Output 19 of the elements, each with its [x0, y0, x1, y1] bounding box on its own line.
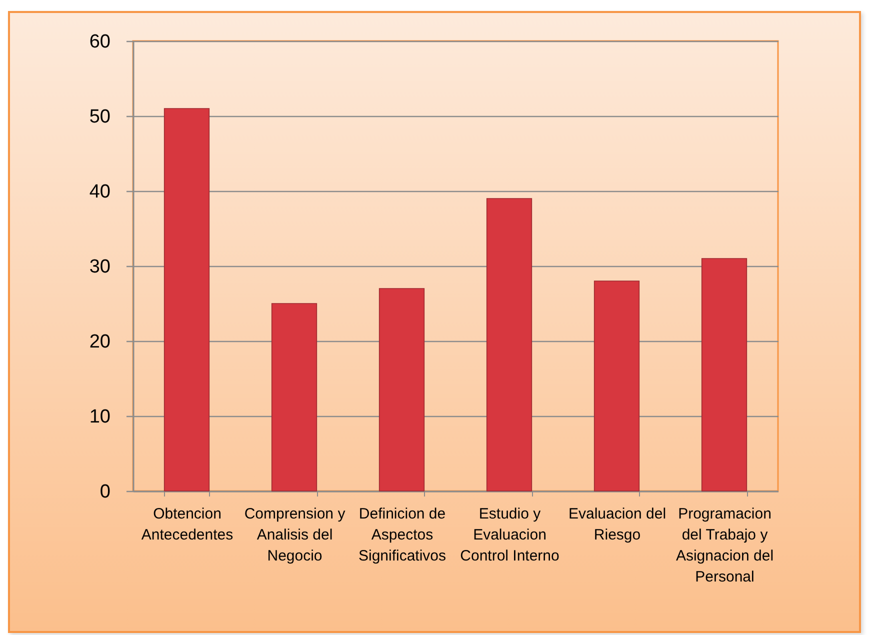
x-tick-label: Estudio y Evaluacion Control Interno	[460, 506, 560, 564]
y-tick-label: 40	[89, 182, 110, 202]
y-tick-label: 60	[89, 32, 110, 52]
x-tick-label: Comprension y Analisis del Negocio	[244, 506, 346, 564]
y-tick-label: 30	[89, 256, 110, 278]
bar	[594, 280, 640, 492]
y-tick-label: 0	[100, 482, 110, 502]
bar	[486, 198, 532, 492]
x-tick-label: Definicion de Aspectos Significativos	[358, 506, 446, 564]
bar	[378, 288, 425, 492]
y-tick-label: 20	[89, 332, 110, 352]
x-tick-label: Programacion del Trabajo y Asignacion del Personal	[676, 506, 774, 586]
x-tick-label: Evaluacion del Riesgo	[568, 506, 666, 544]
y-tick-label: 10	[89, 406, 110, 428]
x-tick-label: Obtencion Antecedentes	[141, 506, 234, 544]
bar	[701, 258, 748, 492]
bar	[271, 303, 318, 492]
bar	[164, 108, 210, 492]
y-tick-label: 50	[89, 106, 110, 128]
